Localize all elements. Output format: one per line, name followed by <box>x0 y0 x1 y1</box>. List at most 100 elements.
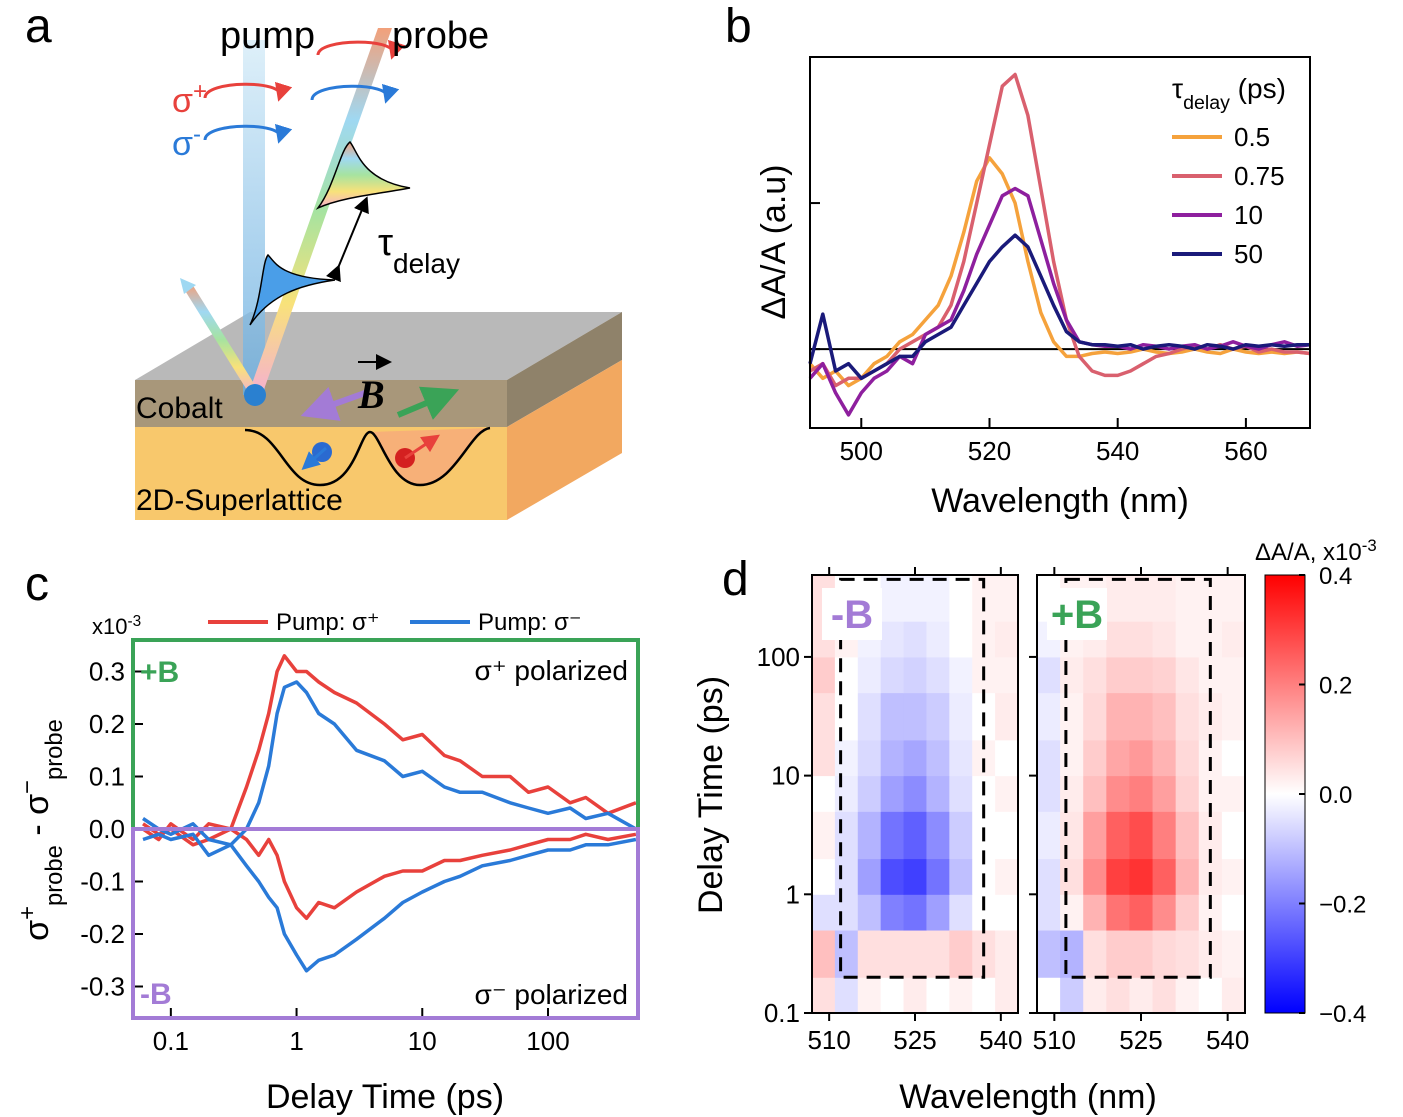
heat-cell <box>1083 656 1107 694</box>
scale-label: x10-3 <box>92 613 141 640</box>
heat-cell <box>995 575 1019 622</box>
frame <box>809 56 1311 429</box>
heat-cell <box>1129 775 1154 812</box>
x-tick-label: 10 <box>408 1026 437 1056</box>
probe-beam <box>248 28 392 395</box>
heat-cell <box>812 739 836 777</box>
panel-label: a <box>25 0 52 53</box>
heat-cell <box>1037 775 1061 812</box>
heat-cell <box>926 775 950 812</box>
heat-cell <box>972 894 996 931</box>
x-tick-label: 1 <box>289 1026 303 1056</box>
heat-cell <box>834 739 859 777</box>
heat-cell <box>1129 692 1154 741</box>
heat-cell <box>1083 894 1107 931</box>
heat-cell <box>880 775 905 812</box>
heat-cell <box>1037 656 1061 694</box>
heat-cell <box>1106 656 1130 694</box>
heat-cell <box>1106 692 1130 741</box>
heat-cell <box>1060 858 1084 895</box>
heat-cell <box>995 656 1019 694</box>
heat-cell <box>1175 656 1200 694</box>
heat-cell <box>1106 575 1130 622</box>
heat-cell <box>1175 692 1200 741</box>
y-tick-label: 0.3 <box>89 657 125 687</box>
heat-cell <box>1221 692 1246 741</box>
heat-cell <box>1106 739 1130 777</box>
colorbar-tick-label: −0.4 <box>1319 1001 1366 1028</box>
superlattice-side <box>507 360 622 520</box>
heat-cell <box>1221 575 1246 622</box>
heat-cell <box>926 811 950 860</box>
heat-cell <box>857 894 882 931</box>
scale-label-part: x10 <box>92 614 127 639</box>
heat-cell <box>949 775 973 812</box>
heat-cell <box>926 656 950 694</box>
heat-cell <box>1129 977 1154 1014</box>
y-tick-label: -0.1 <box>80 867 125 897</box>
y-axis-label-part: probe <box>41 719 68 780</box>
heat-cell <box>949 930 973 978</box>
heat-cell <box>1152 739 1177 777</box>
heat-cell <box>995 894 1019 931</box>
heat-cell <box>1221 739 1246 777</box>
heat-cell <box>880 575 905 622</box>
x-tick-label: 500 <box>840 436 883 466</box>
panel-label: c <box>25 558 49 611</box>
heat-cell <box>1152 775 1177 812</box>
annotation: σ⁻ polarized <box>475 979 628 1010</box>
y-axis-label: Delay Time (ps) <box>692 676 730 914</box>
x-tick-label: 540 <box>1206 1025 1249 1055</box>
circular-arrow-red <box>316 39 406 60</box>
colorbar-tick-label: −0.2 <box>1319 892 1366 919</box>
heat-cell <box>1152 930 1177 978</box>
heat-cell <box>834 977 859 1014</box>
wells-fill <box>370 428 490 485</box>
heat-cell <box>903 858 927 895</box>
y-tick-label: 0.2 <box>89 709 125 739</box>
y-tick-label: -0.2 <box>80 919 125 949</box>
legend-title-part: delay <box>1183 92 1230 114</box>
heat-cell <box>1060 930 1084 978</box>
series-line <box>808 186 1311 417</box>
reflected-head <box>180 278 196 294</box>
heat-cell <box>1037 894 1061 931</box>
heat-cell <box>1152 575 1177 622</box>
heat-cell <box>834 858 859 895</box>
heat-cell <box>926 739 950 777</box>
heat-cell <box>857 811 882 860</box>
heat-cell <box>1106 930 1130 978</box>
heat-cell <box>995 811 1019 860</box>
heat-cell <box>995 775 1019 812</box>
heat-cell <box>1221 858 1246 895</box>
heat-cell <box>1083 739 1107 777</box>
heat-cell <box>1060 894 1084 931</box>
heat-cell <box>880 811 905 860</box>
cobalt-side <box>507 312 622 427</box>
x-tick-label: 100 <box>526 1026 569 1056</box>
heat-cell <box>834 811 859 860</box>
heat-cell <box>1175 858 1200 895</box>
heat-cell <box>857 656 882 694</box>
heat-cell <box>1106 775 1130 812</box>
heat-cell <box>1175 621 1200 658</box>
heat-cell <box>1175 977 1200 1014</box>
probe-label: probe <box>392 15 489 57</box>
heat-cell <box>1083 775 1107 812</box>
heat-cell <box>1221 930 1246 978</box>
highlight-box <box>1064 577 1212 979</box>
y-axis-label: σ+probe - σ−probe <box>14 719 68 941</box>
heat-cell <box>812 811 836 860</box>
heat-cell <box>834 656 859 694</box>
colorbar <box>1264 574 1306 1014</box>
heat-cell <box>1037 811 1061 860</box>
heat-cell <box>903 621 927 658</box>
y-tick-label: 0.1 <box>89 762 125 792</box>
heat-cell <box>1175 775 1200 812</box>
heat-cell <box>834 894 859 931</box>
x-tick-label: 560 <box>1224 436 1267 466</box>
heat-cell <box>926 894 950 931</box>
heat-cell <box>834 930 859 978</box>
spin-arrow <box>404 434 440 460</box>
heat-cell <box>1083 930 1107 978</box>
